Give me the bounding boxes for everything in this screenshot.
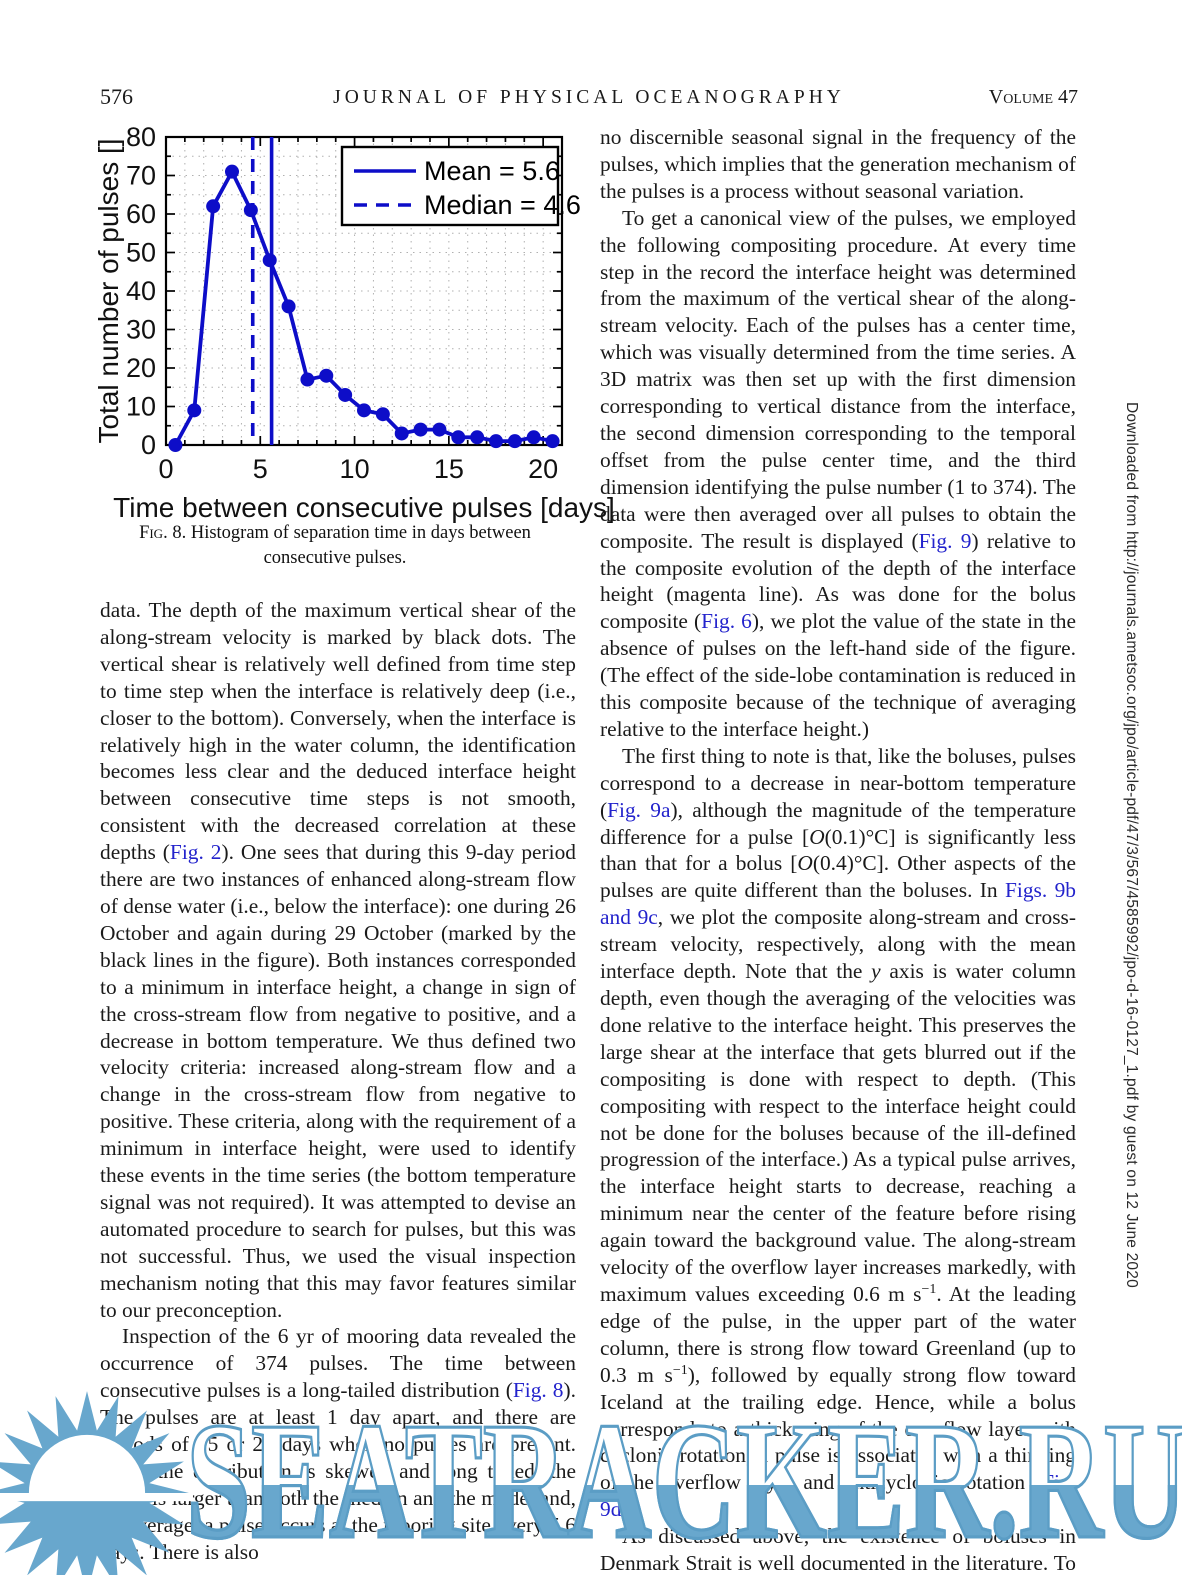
figure-caption-text: Histogram of separation time in days bet… [186,523,531,568]
legend-label: Median = 4.6 [424,190,581,220]
text-segment: ) relative to the composite evolution of… [600,528,1076,634]
paragraph: As discussed above, the existence of bol… [600,1523,1076,1575]
figure-reference-link[interactable]: Fig. 8 [512,1378,564,1403]
figure-caption-label: Fig. 8. [139,523,187,543]
text-segment: ), followed by equally strong flow towar… [600,1362,1076,1495]
data-point [451,430,466,445]
watermark-text: SEATRACKER.RU [185,1396,1182,1567]
figure-8-chart-svg: 0 5 10 15 20 0 10 20 30 40 50 60 70 80 Mean = 5.6 Media… [93,122,615,523]
data-point [319,368,334,383]
data-point [187,403,202,418]
y-tick-label: 30 [126,315,156,345]
data-point [225,164,239,179]
figure-reference-link[interactable]: Fig. 6 [701,609,752,634]
text-segment: , we plot the composite along-stream and… [600,905,1076,984]
data-point [262,253,277,268]
data-point [243,203,258,218]
x-tick-label: 20 [528,454,558,484]
data-point [526,430,541,445]
y-tick-label: 80 [126,122,156,152]
x-tick-label: 10 [340,454,370,484]
text-segment: ), although the magnitude of the tempera… [600,797,1076,849]
figure-8: 0 5 10 15 20 0 10 20 30 40 50 60 70 80 Mean = 5.6 Media… [93,122,615,571]
data-point [300,372,315,387]
left-column: data. The depth of the maximum vertical … [100,597,576,1566]
y-tick-label: 50 [126,238,156,268]
volume-label: Volume 47 [988,86,1078,108]
legend-box [340,145,560,227]
data-point [281,299,296,314]
y-tick-label: 40 [126,276,156,306]
text-segment: data. The depth of the maximum vertical … [100,598,576,865]
text-segment: Inspection of the 6 yr of mooring data r… [100,1324,576,1403]
data-point [432,422,447,437]
data-point [413,422,428,437]
y-tick-label: 10 [126,392,156,422]
text-segment: The first thing to note is that, like th… [600,743,1076,822]
sun-icon [0,1391,193,1575]
journal-title: Journal of Physical Oceanography [333,87,845,108]
paragraph: To get a canonical view of the pulses, w… [600,205,1076,743]
data-point [357,403,371,418]
y-axis-label: Total number of pulses [] [93,138,124,443]
text-segment: ). One sees that during this 9-day perio… [100,840,576,1322]
x-tick-label: 5 [253,454,268,484]
figure-reference-link[interactable]: Fig. 9a [607,797,671,822]
x-tick-label: 15 [434,454,464,484]
text-segment: To get a canonical view of the pulses, w… [600,205,1076,553]
y-tick-label: 60 [126,199,156,229]
figure-caption: Fig. 8. Histogram of separation time in … [125,521,545,571]
y-tick-label: 20 [126,353,156,383]
text-segment: O [797,851,813,876]
text-segment: no discernible seasonal signal in the fr… [600,125,1076,203]
page-number: 576 [100,84,133,109]
data-point [206,199,221,214]
data-point [470,430,485,445]
data-point [545,434,560,449]
text-segment: As discussed above, the existence of bol… [600,1524,1076,1575]
data-point [394,426,409,441]
figure-reference-link[interactable]: Fig. 9 [918,528,972,553]
legend-label: Mean = 5.6 [424,156,560,186]
data-point [375,407,390,422]
text-segment: O [809,824,825,849]
right-column: no discernible seasonal signal in the fr… [600,124,1076,1575]
data-point [489,434,503,449]
data-point [338,387,353,402]
paragraph: Inspection of the 6 yr of mooring data r… [100,1323,576,1565]
figure-reference-link[interactable]: Fig. 9d [600,1470,1076,1521]
figure-reference-link[interactable]: Figs. 9b and 9c [600,878,1077,930]
x-tick-label: 0 [158,454,173,484]
text-segment: (0.4)°C]. Other aspects of the pulses ar… [600,851,1076,903]
paragraph: no discernible seasonal signal in the fr… [600,124,1076,205]
text-segment: ), we plot the value of the state in the… [600,609,1076,741]
y-tick-label: 0 [141,430,156,460]
figure-reference-link[interactable]: Fig. 2 [169,840,222,865]
paragraph: The first thing to note is that, like th… [600,743,1076,1523]
data-point [507,434,522,449]
download-note: Downloaded from http://journals.ametsoc.… [1123,402,1140,1288]
text-segment: ). [621,1497,633,1521]
text-segment: −1 [921,1281,937,1297]
y-tick-label: 70 [126,161,156,191]
text-segment: y [871,959,881,984]
x-axis-label: Time between consecutive pulses [days] [113,492,615,523]
text-segment: axis is water column depth, even though … [600,959,1076,1306]
text-segment: (0.1)°C] is significantly less than that… [600,824,1076,876]
text-segment: . At the leading edge of the pulse, in t… [600,1281,1076,1387]
paragraph: data. The depth of the maximum vertical … [100,597,576,1323]
data-point [168,438,183,452]
text-segment: −1 [672,1362,688,1378]
